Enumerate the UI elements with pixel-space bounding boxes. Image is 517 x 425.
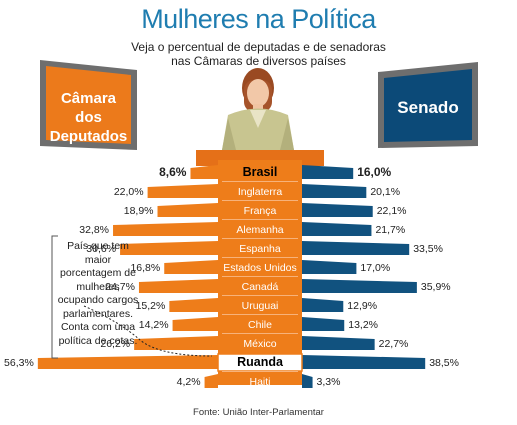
bar-senado-canada	[302, 279, 417, 293]
value-senado-mexico: 22,7%	[379, 338, 409, 350]
country-label-alemanha: Alemanha	[236, 224, 283, 236]
bar-senado-estados-unidos	[302, 260, 357, 274]
note-leader-line	[83, 305, 213, 357]
bar-senado-espanha	[302, 241, 410, 255]
camara-board	[40, 60, 137, 150]
bars-group: Brasil 8,6% 16,0% Inglaterra 22,0% 20,1% Franç…	[4, 150, 459, 388]
note-bracket	[51, 235, 58, 359]
bar-camara-brasil	[190, 165, 218, 179]
country-label-estados-unidos: Estados Unidos	[223, 262, 297, 274]
value-senado-ruanda: 38,5%	[429, 357, 459, 369]
source-note: Fonte: União Inter-Parlamentar	[193, 407, 324, 418]
value-senado-franca: 22,1%	[377, 205, 407, 217]
value-senado-estados-unidos: 17,0%	[360, 262, 390, 274]
politician-figure	[222, 68, 294, 150]
value-camara-ruanda: 56,3%	[4, 357, 34, 369]
country-label-chile: Chile	[248, 319, 272, 331]
camara-label-line-1: Câmara dos	[60, 90, 117, 126]
bar-camara-chile	[172, 317, 218, 331]
bar-camara-alemanha	[113, 222, 218, 236]
ruanda-note: País que tem maior porcentagem de mulher…	[57, 240, 139, 347]
country-label-franca: França	[244, 205, 277, 217]
bar-senado-haiti	[302, 374, 313, 388]
country-label-ruanda: Ruanda	[237, 355, 284, 369]
value-senado-brasil: 16,0%	[357, 165, 391, 179]
value-camara-haiti: 4,2%	[177, 376, 201, 388]
bar-senado-franca	[302, 203, 373, 217]
country-label-espanha: Espanha	[239, 243, 281, 255]
bar-camara-inglaterra	[147, 184, 218, 198]
value-camara-franca: 18,9%	[124, 205, 154, 217]
value-camara-uruguai: 15,2%	[136, 300, 166, 312]
podium-column	[218, 160, 302, 385]
value-camara-brasil: 8,6%	[159, 165, 187, 179]
value-senado-alemanha: 21,7%	[375, 224, 405, 236]
value-camara-estados-unidos: 16,8%	[130, 262, 160, 274]
bar-camara-canada	[138, 279, 218, 293]
senado-board	[378, 62, 478, 148]
value-camara-alemanha: 32,8%	[79, 224, 109, 236]
bar-senado-uruguai	[302, 298, 344, 312]
bar-senado-inglaterra	[302, 184, 367, 198]
bar-senado-mexico	[302, 336, 375, 350]
value-camara-inglaterra: 22,0%	[114, 186, 144, 198]
country-label-inglaterra: Inglaterra	[238, 186, 283, 198]
bar-camara-uruguai	[169, 298, 218, 312]
value-camara-espanha: 30,6%	[86, 243, 116, 255]
value-camara-mexico: 26,2%	[100, 338, 130, 350]
bar-senado-chile	[302, 317, 345, 331]
bar-camara-haiti	[204, 374, 218, 388]
senado-label: Senado	[397, 98, 459, 117]
bar-camara-ruanda	[37, 355, 219, 369]
bar-camara-espanha	[120, 241, 218, 255]
value-senado-inglaterra: 20,1%	[370, 186, 400, 198]
senado-board-label: Senado	[384, 98, 472, 117]
bar-camara-estados-unidos	[164, 260, 218, 274]
value-camara-chile: 14,2%	[139, 319, 169, 331]
bar-camara-mexico	[134, 336, 218, 350]
subtitle-line-2: nas Câmaras de diversos países	[171, 54, 346, 68]
value-senado-espanha: 33,5%	[413, 243, 443, 255]
country-label-brasil: Brasil	[243, 165, 278, 179]
country-label-uruguai: Uruguai	[242, 300, 279, 312]
value-camara-canada: 24,7%	[105, 281, 135, 293]
page-title: Mulheres na Política	[141, 4, 376, 34]
camara-label-line-2: Deputados	[49, 128, 128, 145]
camara-board-label: Câmara dos Deputados	[46, 89, 131, 146]
country-label-haiti: Haiti	[249, 376, 270, 388]
bar-senado-alemanha	[302, 222, 372, 236]
value-senado-chile: 13,2%	[348, 319, 378, 331]
bar-camara-franca	[157, 203, 218, 217]
bar-senado-brasil	[302, 165, 354, 179]
value-senado-uruguai: 12,9%	[347, 300, 377, 312]
country-label-canada: Canadá	[242, 281, 279, 293]
country-label-mexico: México	[243, 338, 276, 350]
bar-senado-ruanda	[302, 355, 426, 369]
subtitle-line-1: Veja o percentual de deputadas e de sena…	[131, 40, 386, 54]
value-senado-haiti: 3,3%	[317, 376, 341, 388]
value-senado-canada: 35,9%	[421, 281, 451, 293]
